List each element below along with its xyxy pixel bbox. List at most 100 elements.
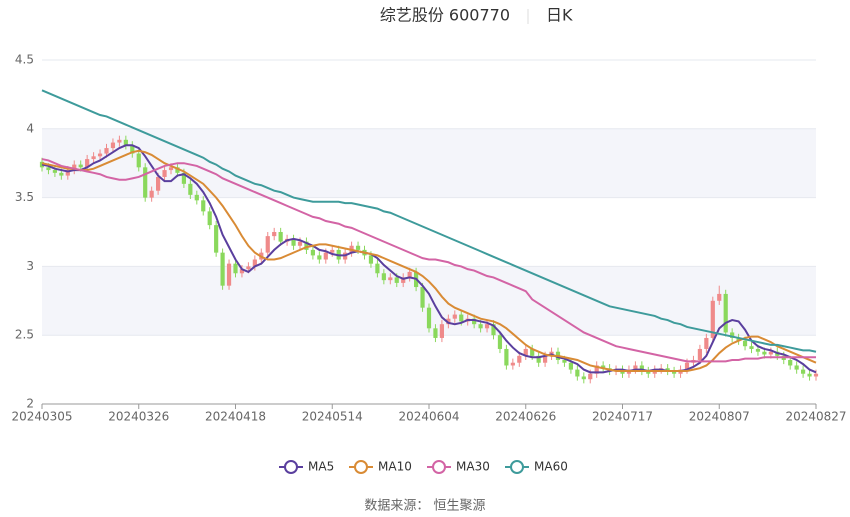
legend-marker (284, 460, 298, 474)
candle-body (388, 277, 393, 281)
candle-body (278, 232, 283, 242)
y-tick-label: 3 (26, 259, 34, 273)
candle-body (46, 167, 51, 171)
candle-body (168, 167, 174, 171)
ma-line (41, 158, 816, 363)
candle-body (381, 273, 386, 281)
plot-area: 2 2.5 3 3.5 4 4.5 20240305 20240326 20240418 2024… (11, 53, 846, 424)
candle-body (407, 271, 412, 278)
candle-body (730, 332, 735, 338)
candle-body (433, 328, 438, 338)
candle-body (323, 252, 328, 260)
x-tick-label: 20240626 (495, 410, 556, 424)
candle-body (491, 324, 496, 336)
candle-body (575, 369, 580, 377)
candle-body (704, 337, 709, 349)
candle-body (72, 164, 77, 171)
candle-body (762, 351, 767, 355)
candle-body (401, 277, 406, 283)
candle-body (52, 170, 57, 173)
split-area (42, 197, 816, 267)
candle-body (446, 318, 451, 325)
candle-body (91, 156, 96, 160)
candle-body (162, 170, 167, 177)
x-tick-label: 20240604 (398, 410, 459, 424)
candle-body (117, 139, 122, 143)
candle-body (420, 287, 425, 308)
candle-body (504, 348, 509, 366)
candle-body (265, 236, 270, 253)
candle-body (536, 355, 541, 363)
candle-body (684, 362, 690, 370)
candle-body (291, 238, 296, 246)
ma-line (41, 89, 817, 353)
x-tick-label: 20240827 (785, 410, 846, 424)
candle-body (394, 277, 399, 283)
candle-body (755, 348, 761, 352)
candle-body (317, 255, 322, 260)
candle-body (59, 172, 64, 176)
chart-title: 综艺股份 600770 (380, 6, 510, 25)
candle-body (220, 252, 225, 286)
legend-label: MA10 (378, 460, 412, 474)
x-tick-label: 20240305 (11, 410, 72, 424)
candle-body (226, 263, 232, 286)
candle-body (123, 139, 128, 146)
x-tick-label: 20240807 (689, 410, 750, 424)
candle-body (530, 348, 535, 356)
ma-line (41, 144, 817, 374)
candle-body (39, 161, 45, 168)
split-area (42, 60, 816, 129)
candle-body (665, 368, 670, 371)
legend-label: MA30 (456, 460, 490, 474)
y-tick-label: 4.5 (15, 53, 34, 67)
candle-body (297, 241, 303, 246)
legend-marker (354, 460, 368, 474)
candle-body (639, 365, 644, 371)
candle-body (723, 293, 728, 333)
candle-body (517, 355, 522, 363)
candle-body (156, 176, 161, 191)
candle-body (136, 153, 141, 168)
x-tick-label: 20240326 (108, 410, 169, 424)
candle-body (601, 365, 606, 369)
y-tick-label: 3.5 (15, 190, 34, 204)
candle-body (239, 269, 245, 274)
chart-subtitle: 日K (546, 6, 573, 25)
candle-body (710, 300, 715, 338)
candle-body (633, 365, 638, 370)
candle-body (188, 183, 193, 195)
candle-body (459, 314, 464, 322)
candle-body (252, 259, 257, 267)
candle-body (568, 362, 573, 370)
x-tick-label: 20240418 (205, 410, 266, 424)
candle-body (788, 359, 793, 366)
candle-body (581, 376, 586, 380)
candle-body (143, 167, 148, 198)
candle-body (207, 211, 212, 226)
candle-body (523, 348, 528, 356)
candle-body (497, 335, 503, 349)
legend-marker (432, 460, 446, 474)
candle-body (697, 348, 702, 360)
candle-body (672, 370, 677, 374)
candle-body (78, 164, 83, 168)
candle-body (181, 172, 186, 184)
candle-body (214, 225, 219, 253)
y-tick-label: 2 (26, 397, 34, 411)
x-tick-label: 20240717 (592, 410, 653, 424)
candle-body (426, 307, 432, 329)
ma-line (41, 149, 817, 372)
candle-body (484, 324, 490, 329)
candle-body (768, 351, 773, 355)
candle-body (310, 249, 315, 256)
candle-body (736, 337, 741, 341)
candle-body (594, 365, 599, 374)
candle-body (813, 373, 819, 377)
candle-body (272, 232, 277, 237)
candle-body (794, 365, 799, 370)
candle-body (246, 266, 251, 270)
y-tick-label: 4 (26, 121, 34, 135)
candle-body (130, 145, 135, 154)
